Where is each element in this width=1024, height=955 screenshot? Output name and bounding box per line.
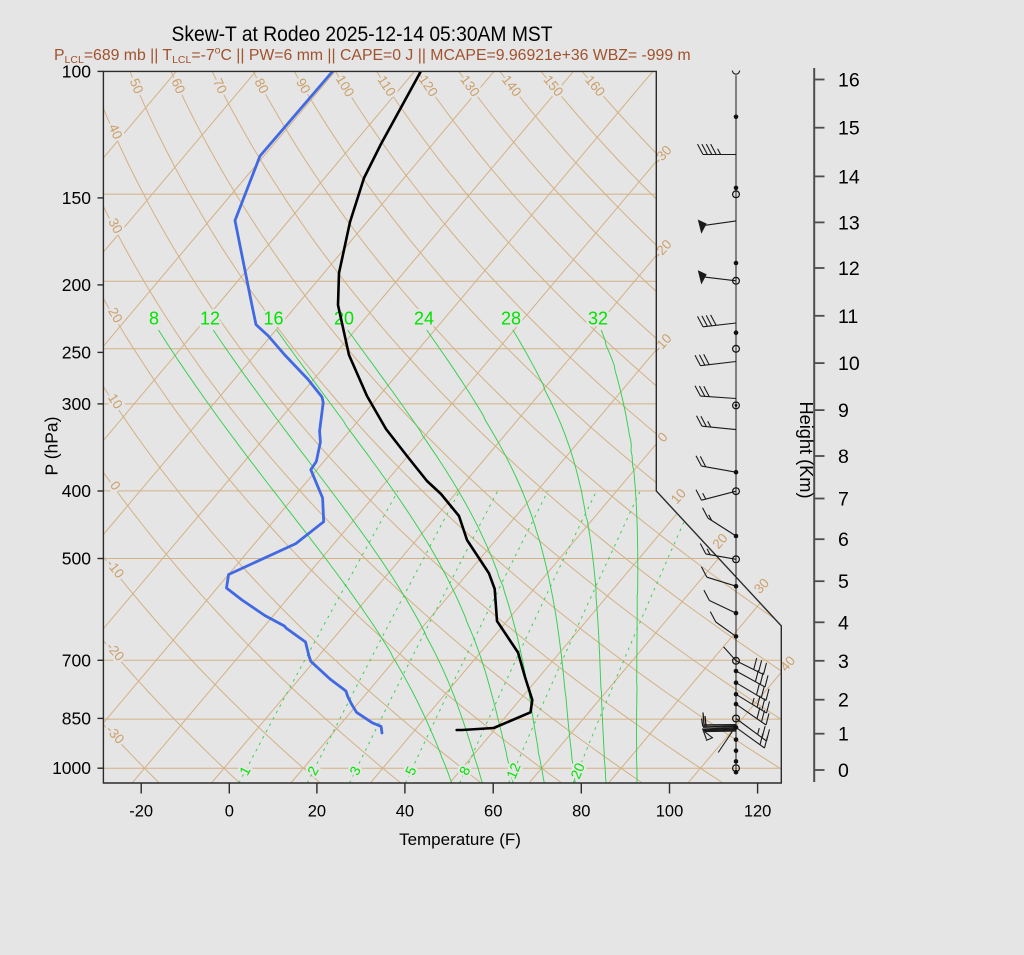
svg-text:P (hPa): P (hPa) (42, 416, 62, 475)
svg-text:2: 2 (838, 690, 849, 712)
svg-text:4: 4 (838, 612, 849, 634)
svg-text:150: 150 (62, 188, 91, 208)
svg-text:20: 20 (334, 309, 354, 329)
svg-text:-20: -20 (129, 803, 153, 821)
svg-text:40: 40 (396, 803, 414, 821)
svg-text:700: 700 (62, 650, 91, 670)
svg-text:1000: 1000 (52, 758, 91, 778)
svg-text:500: 500 (62, 549, 91, 569)
svg-text:100: 100 (656, 803, 684, 821)
svg-text:300: 300 (62, 394, 91, 414)
svg-text:12: 12 (200, 309, 220, 329)
svg-text:Skew-T at Rodeo 2025-12-14 05:: Skew-T at Rodeo 2025-12-14 05:30AM MST (172, 22, 553, 46)
svg-text:850: 850 (62, 708, 91, 728)
svg-text:8: 8 (838, 446, 849, 468)
svg-text:16: 16 (838, 70, 860, 92)
svg-text:32: 32 (588, 309, 608, 329)
svg-text:16: 16 (263, 309, 283, 329)
svg-text:80: 80 (572, 803, 590, 821)
svg-text:28: 28 (501, 309, 521, 329)
svg-text:8: 8 (149, 309, 159, 329)
svg-text:0: 0 (225, 803, 234, 821)
svg-text:11: 11 (838, 306, 858, 328)
svg-text:Height (Km): Height (Km) (796, 401, 816, 498)
svg-text:0: 0 (838, 760, 849, 782)
svg-text:13: 13 (838, 212, 860, 234)
svg-text:20: 20 (308, 803, 326, 821)
svg-text:9: 9 (838, 400, 849, 422)
svg-text:400: 400 (62, 481, 91, 501)
svg-text:5: 5 (838, 571, 849, 593)
svg-text:60: 60 (484, 803, 502, 821)
svg-text:3: 3 (838, 651, 849, 673)
svg-text:24: 24 (414, 309, 434, 329)
svg-text:10: 10 (838, 353, 860, 375)
svg-text:200: 200 (62, 275, 91, 295)
svg-text:7: 7 (838, 489, 849, 511)
svg-text:120: 120 (744, 803, 772, 821)
svg-text:250: 250 (62, 342, 91, 362)
svg-text:12: 12 (838, 258, 860, 280)
svg-text:1: 1 (838, 724, 849, 746)
svg-text:15: 15 (838, 118, 860, 140)
svg-text:6: 6 (838, 529, 849, 551)
svg-text:Temperature (F): Temperature (F) (399, 830, 521, 849)
svg-text:14: 14 (838, 166, 860, 188)
svg-text:PLCL=689 mb || TLCL=-7oC || PW: PLCL=689 mb || TLCL=-7oC || PW=6 mm || C… (54, 44, 691, 66)
